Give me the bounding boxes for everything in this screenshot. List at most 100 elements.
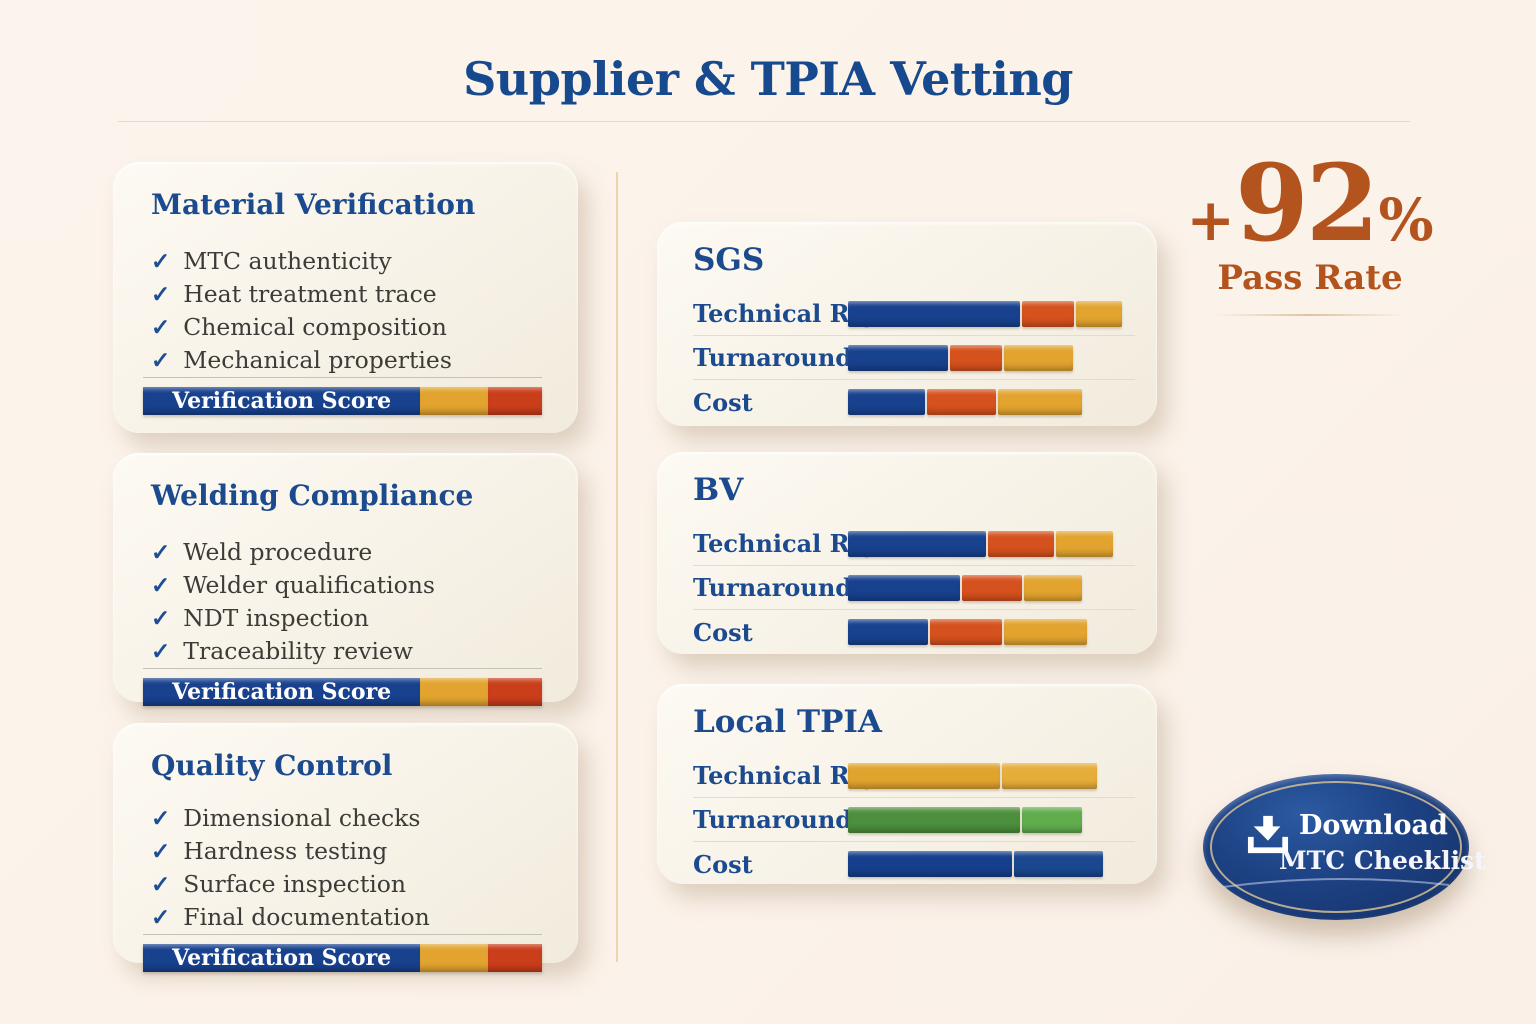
list-item-label: Welder qualifications xyxy=(183,571,435,599)
check-icon: ✓ xyxy=(151,248,171,275)
bar-segment-green xyxy=(848,806,1021,833)
list-item: ✓ Hardness testing xyxy=(151,835,542,868)
bar-segment-green-light xyxy=(1022,806,1083,833)
bar-track xyxy=(848,762,1135,789)
bar-segment-orange xyxy=(987,530,1054,557)
rating-row: Turnaround xyxy=(693,336,1135,380)
list-item-label: Traceability review xyxy=(183,637,414,665)
bar-track xyxy=(848,530,1135,557)
list-item: ✓ Mechanical properties xyxy=(151,344,542,377)
bar-segment-blue xyxy=(848,530,986,557)
check-icon: ✓ xyxy=(151,871,171,898)
check-icon: ✓ xyxy=(151,314,171,341)
column-divider xyxy=(616,172,618,962)
swoosh-decoration xyxy=(1222,877,1450,888)
verification-score-bar: Verification Score xyxy=(143,944,542,972)
pass-rate-underline xyxy=(1215,314,1405,316)
bar-segment-blue: Verification Score xyxy=(143,678,421,706)
rating-row: Cost xyxy=(693,380,1135,424)
row-label: Cost xyxy=(693,387,753,417)
bar-segment-blue: Verification Score xyxy=(143,944,421,972)
rating-rows: Technical Rigor Turnaround Cost xyxy=(693,754,1135,886)
row-label: Technical Rigor xyxy=(693,529,905,558)
bar-segment-blue xyxy=(848,344,949,371)
row-label: Technical Rigor xyxy=(693,299,905,328)
bar-track xyxy=(848,300,1135,327)
page-title: Supplier & TPIA Vetting xyxy=(463,52,1073,106)
bar-segment-red xyxy=(488,387,542,415)
list-item: ✓ Chemical composition xyxy=(151,311,542,344)
rating-row: Turnaround xyxy=(693,798,1135,842)
bar-segment-gold xyxy=(1024,574,1082,601)
bar-segment-orange xyxy=(927,389,997,415)
list-item-label: Mechanical properties xyxy=(183,346,452,374)
bar-segment-blue: Verification Score xyxy=(143,387,421,415)
card-title: Material Verification xyxy=(151,188,476,221)
card-welding-compliance: Welding Compliance ✓ Weld procedure ✓ Weld… xyxy=(113,453,578,706)
pass-rate-value: + 92 % xyxy=(1185,150,1435,256)
verification-score-bar: Verification Score xyxy=(143,387,542,415)
list-item: ✓ NDT inspection xyxy=(151,602,542,635)
list-item: ✓ Dimensional checks xyxy=(151,802,542,835)
row-label: Technical Rigor xyxy=(693,761,905,790)
check-icon: ✓ xyxy=(151,347,171,374)
bar-segment-blue xyxy=(848,574,960,601)
list-item-label: MTC authenticity xyxy=(183,247,392,275)
bar-segment-red xyxy=(488,944,542,972)
list-item: ✓ Traceability review xyxy=(151,635,542,668)
bar-track xyxy=(848,389,1135,415)
rating-row: Technical Rigor xyxy=(693,292,1135,336)
bar-segment-red xyxy=(488,678,542,706)
bar-track xyxy=(848,806,1135,833)
list-item: ✓ Final documentation xyxy=(151,901,542,934)
list-item-label: Dimensional checks xyxy=(183,804,421,832)
bar-segment-gold xyxy=(420,678,489,706)
check-icon: ✓ xyxy=(151,838,171,865)
download-button[interactable]: Download MTC Cheeklist xyxy=(1203,774,1486,920)
score-block: Verification Score xyxy=(143,377,542,415)
score-rule xyxy=(143,377,542,378)
row-label: Turnaround xyxy=(693,573,853,602)
bar-segment-gold xyxy=(420,387,489,415)
bar-track xyxy=(848,344,1135,371)
list-item-label: Chemical composition xyxy=(183,313,447,341)
bar-segment-blue xyxy=(848,389,926,415)
download-icon xyxy=(1247,815,1289,854)
score-bar-label: Verification Score xyxy=(172,679,392,705)
check-icon: ✓ xyxy=(151,638,171,665)
list-item-label: Hardness testing xyxy=(183,837,388,865)
rating-row: Cost xyxy=(693,842,1135,886)
score-bar-label: Verification Score xyxy=(172,388,392,414)
card-title: Welding Compliance xyxy=(151,479,474,512)
download-button-sublabel: MTC Cheeklist xyxy=(1279,846,1486,875)
rating-row: Turnaround xyxy=(693,566,1135,610)
bar-segment-gold xyxy=(420,944,489,972)
list-item: ✓ MTC authenticity xyxy=(151,245,542,278)
row-label: Turnaround xyxy=(693,343,853,372)
card-material-verification: Material Verification ✓ MTC authenticity … xyxy=(113,162,578,433)
percent-sign: % xyxy=(1378,186,1434,254)
card-bv: BV Technical Rigor Turnaround xyxy=(657,452,1157,654)
button-ring xyxy=(1210,781,1462,913)
verification-score-bar: Verification Score xyxy=(143,678,542,706)
card-sgs: SGS Technical Rigor Turnaround xyxy=(657,222,1157,426)
row-label: Cost xyxy=(693,617,753,647)
list-item-label: Heat treatment trace xyxy=(183,280,437,308)
check-icon: ✓ xyxy=(151,904,171,931)
card-title: Quality Control xyxy=(151,749,393,782)
list-item-label: Weld procedure xyxy=(183,538,373,566)
bar-segment-gold xyxy=(1075,300,1122,327)
bar-segment-orange xyxy=(950,344,1003,371)
bar-segment-blue-light xyxy=(1013,851,1103,877)
bar-track xyxy=(848,574,1135,601)
check-icon: ✓ xyxy=(151,281,171,308)
score-rule xyxy=(143,934,542,935)
bar-segment-gold-light xyxy=(1002,762,1097,789)
pass-rate-callout: + 92 % Pass Rate xyxy=(1185,150,1435,316)
list-item: ✓ Heat treatment trace xyxy=(151,278,542,311)
card-quality-control: Quality Control ✓ Dimensional checks ✓ Har… xyxy=(113,723,578,972)
row-label: Cost xyxy=(693,849,753,879)
bar-segment-blue xyxy=(848,300,1021,327)
score-block: Verification Score xyxy=(143,668,542,706)
